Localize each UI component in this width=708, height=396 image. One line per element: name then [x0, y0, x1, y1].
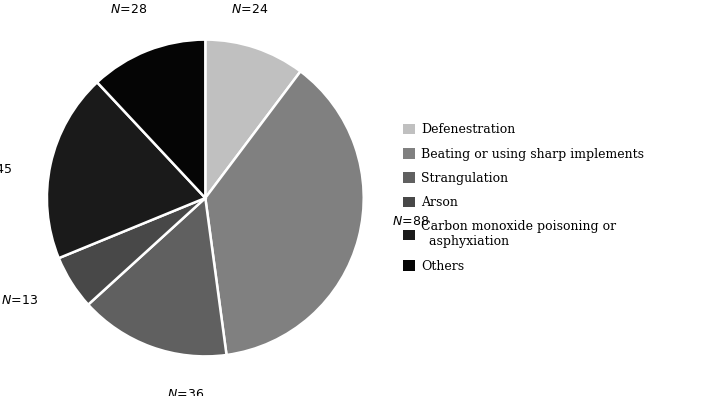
Wedge shape — [205, 40, 300, 198]
Wedge shape — [88, 198, 227, 356]
Text: $N\!=\!45$: $N\!=\!45$ — [0, 163, 12, 176]
Wedge shape — [97, 40, 205, 198]
Text: $N\!=\!24$: $N\!=\!24$ — [231, 3, 268, 16]
Text: $N\!=\!88$: $N\!=\!88$ — [392, 215, 430, 228]
Text: $N\!=\!36$: $N\!=\!36$ — [168, 388, 205, 396]
Wedge shape — [47, 82, 205, 258]
Text: $N\!=\!13$: $N\!=\!13$ — [1, 295, 39, 307]
Wedge shape — [59, 198, 205, 305]
Text: $N\!=\!28$: $N\!=\!28$ — [110, 3, 148, 16]
Wedge shape — [205, 71, 364, 355]
Legend: Defenestration, Beating or using sharp implements, Strangulation, Arson, Carbon : Defenestration, Beating or using sharp i… — [403, 124, 644, 272]
